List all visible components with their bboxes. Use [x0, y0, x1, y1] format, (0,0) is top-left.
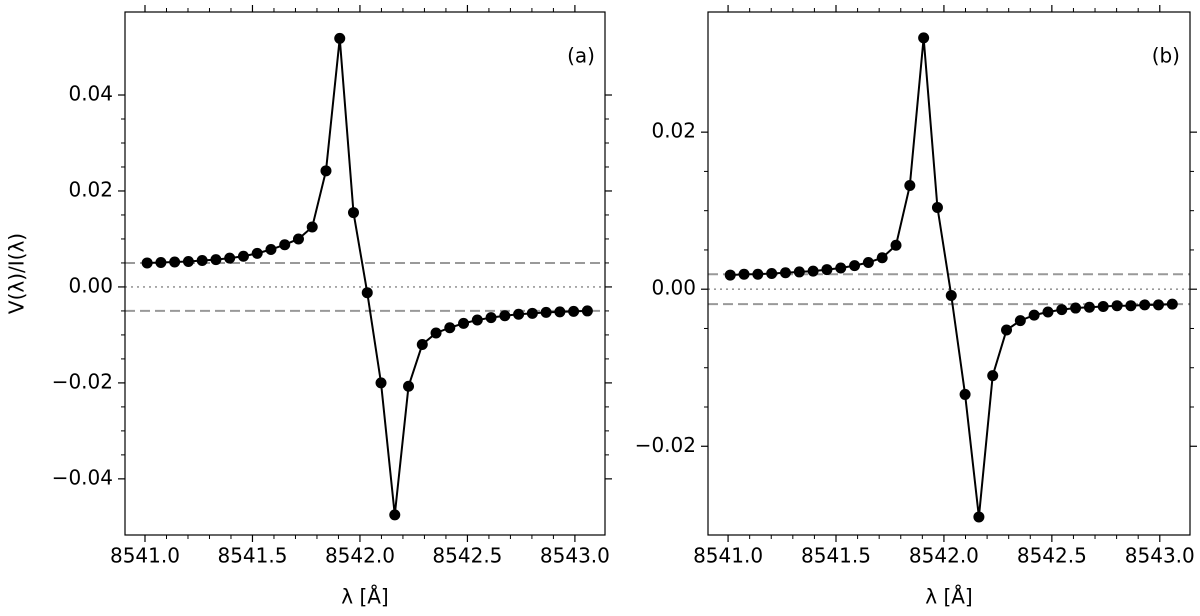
data-point	[1111, 300, 1123, 312]
data-point	[581, 305, 593, 317]
data-point	[210, 254, 222, 266]
x-tick-label: 8542.0	[909, 544, 979, 568]
panel: 8541.0 8541.5 8542.0 8542.5 8543.0 −0.02 0.00 0…	[635, 5, 1197, 609]
data-point	[237, 250, 249, 262]
data-point	[1056, 304, 1068, 316]
data-point	[389, 509, 401, 521]
x-tick-label: 8542.5	[1017, 544, 1087, 568]
data-point	[738, 268, 750, 280]
plot-frame	[124, 11, 606, 536]
data-point	[945, 289, 957, 301]
y-tick-label: 0.00	[68, 273, 113, 297]
data-point	[849, 260, 861, 272]
data-point	[155, 256, 167, 268]
panel: 8541.0 8541.5 8542.0 8542.5 8543.0 −0.04 −0.02…	[5, 5, 612, 609]
data-point	[1014, 315, 1026, 327]
data-point	[835, 262, 847, 274]
data-point	[403, 380, 415, 392]
x-tick-label: 8543.0	[540, 544, 610, 568]
data-point	[931, 202, 943, 214]
panel-label: (b)	[1152, 44, 1180, 68]
data-point	[540, 306, 552, 318]
data-point	[361, 287, 373, 299]
x-tick-label: 8543.0	[1125, 544, 1195, 568]
data-point	[444, 322, 456, 334]
data-point	[724, 269, 736, 281]
data-point	[485, 312, 497, 324]
y-tick-label: 0.02	[651, 119, 696, 143]
x-tick-label: 8541.5	[801, 544, 871, 568]
data-point	[141, 257, 153, 269]
x-tick-label: 8541.5	[217, 544, 287, 568]
x-axis-label: λ [Å]	[925, 585, 972, 609]
data-point	[904, 180, 916, 192]
data-point	[1152, 299, 1164, 311]
data-point	[1001, 324, 1013, 336]
data-point	[1028, 309, 1040, 321]
data-point	[752, 268, 764, 280]
panel-label: (a)	[567, 44, 595, 68]
data-point	[471, 314, 483, 326]
data-point	[169, 256, 181, 268]
data-point	[821, 264, 833, 276]
data-point	[1166, 298, 1178, 310]
data-point	[347, 207, 359, 219]
data-point	[279, 239, 291, 251]
data-point	[182, 256, 194, 268]
data-point	[306, 221, 318, 233]
data-line	[730, 37, 1173, 518]
data-point	[513, 308, 525, 320]
data-point	[554, 306, 566, 318]
data-point	[766, 268, 778, 279]
y-tick-label: −0.04	[52, 465, 113, 489]
data-point	[876, 252, 888, 264]
x-axis-label: λ [Å]	[341, 585, 388, 609]
data-point	[1070, 302, 1082, 314]
data-point	[987, 370, 999, 382]
data-point	[265, 244, 277, 256]
y-tick-label: −0.02	[635, 433, 696, 457]
data-point	[292, 233, 304, 245]
data-point	[779, 267, 791, 279]
data-point	[458, 317, 470, 329]
data-point	[224, 252, 236, 264]
data-point	[1083, 301, 1095, 313]
data-point	[499, 310, 511, 322]
data-point	[526, 307, 538, 319]
data-point	[375, 377, 387, 389]
data-point	[1042, 306, 1054, 318]
x-tick-label: 8542.0	[325, 544, 395, 568]
x-tick-label: 8541.0	[110, 544, 180, 568]
y-axis-label: V(λ)/I(λ)	[5, 233, 29, 314]
data-point	[430, 327, 442, 339]
y-tick-label: 0.04	[68, 82, 113, 106]
y-tick-label: 0.00	[651, 276, 696, 300]
data-line	[147, 38, 588, 515]
data-point	[862, 257, 874, 269]
x-tick-label: 8541.0	[693, 544, 763, 568]
plot-frame	[707, 11, 1191, 536]
data-point	[196, 255, 208, 267]
data-point	[568, 305, 580, 317]
data-point	[334, 32, 346, 44]
data-point	[793, 266, 805, 278]
x-tick-label: 8542.5	[432, 544, 502, 568]
data-point	[416, 339, 428, 351]
data-point	[890, 239, 902, 251]
data-point	[918, 32, 930, 44]
data-point	[320, 165, 332, 177]
data-point	[1139, 299, 1151, 311]
data-point	[1097, 300, 1109, 312]
data-point	[959, 388, 971, 400]
data-point	[1125, 300, 1137, 312]
y-tick-label: 0.02	[68, 177, 113, 201]
y-tick-label: −0.02	[52, 369, 113, 393]
data-point	[807, 265, 819, 277]
data-point	[973, 511, 985, 523]
data-point	[251, 247, 263, 259]
